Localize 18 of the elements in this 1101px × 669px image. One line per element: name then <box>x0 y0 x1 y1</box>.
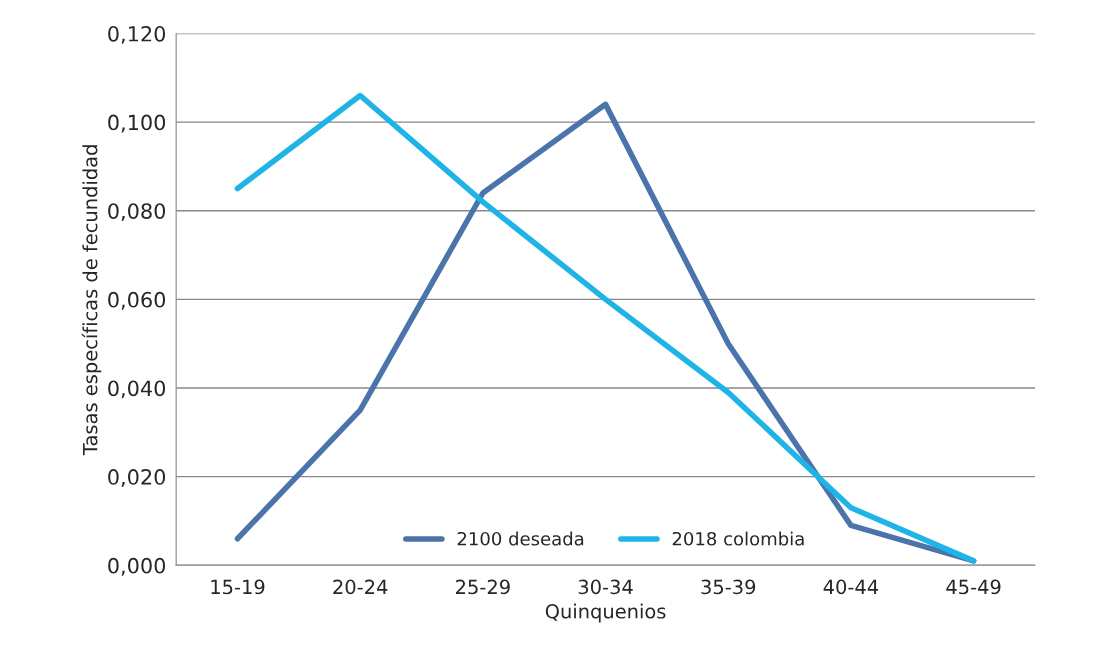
x-tick-label: 15-19 <box>211 579 265 595</box>
y-tick-label: 0,060 <box>108 291 166 310</box>
x-tick-label: 25-29 <box>456 579 510 595</box>
x-axis-title: Quinquenios <box>545 603 666 623</box>
x-tick-label: 20-24 <box>333 579 388 595</box>
y-axis-title: Tasas específicas de fecundidad <box>81 145 102 456</box>
y-tick-label: 0,040 <box>108 380 166 399</box>
legend-label: 2100 deseada <box>457 531 584 546</box>
x-tick-label: 45-49 <box>946 579 1001 595</box>
x-tick-label: 35-39 <box>701 579 756 595</box>
y-tick-label: 0,100 <box>108 114 166 133</box>
y-tick-label: 0,000 <box>108 557 166 576</box>
x-tick-label: 30-34 <box>578 579 633 595</box>
y-tick-label: 0,120 <box>108 25 166 44</box>
y-tick-label: 0,020 <box>108 469 166 487</box>
legend-label: 2018 colombia <box>672 531 804 546</box>
y-tick-label: 0,080 <box>108 203 166 222</box>
x-tick-label: 40-44 <box>823 579 879 595</box>
